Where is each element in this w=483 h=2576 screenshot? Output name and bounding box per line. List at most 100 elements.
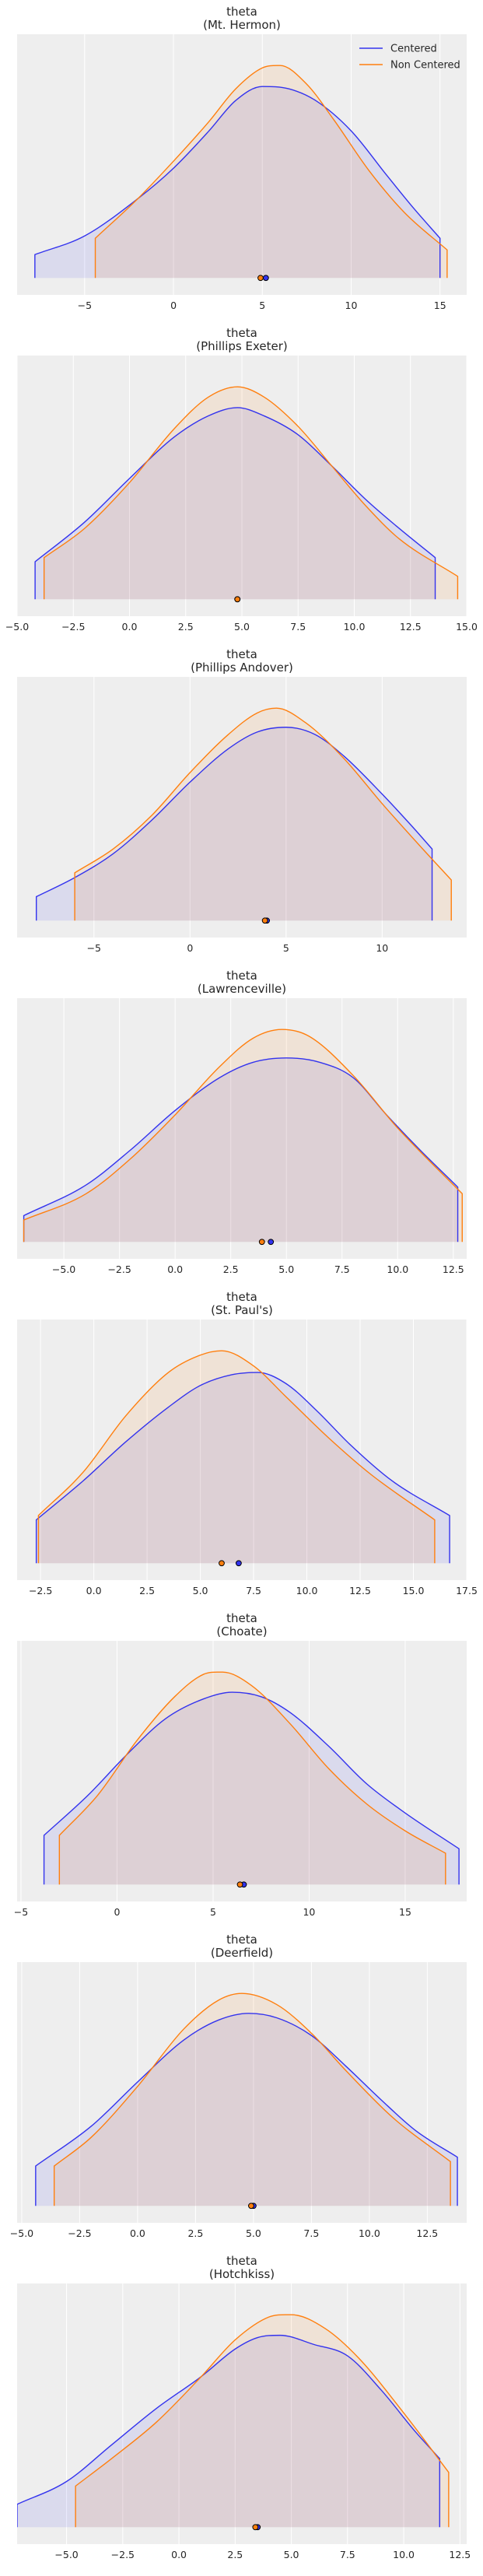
x-tick-label: 12.5 [400, 621, 422, 633]
centered-density-line [34, 407, 436, 600]
x-tick-label: 10.0 [387, 1263, 408, 1275]
density-group [36, 707, 452, 921]
legend: Centered Non Centered [359, 44, 460, 72]
panel-subtitle: (Hotchkiss) [209, 2267, 275, 2281]
centered-mean-marker [268, 1239, 275, 1246]
panel-title: theta [226, 969, 257, 983]
plot-area [17, 34, 467, 295]
x-tick-label: 10 [345, 300, 358, 311]
panel-6: theta(Choate) −5 0 5 10 15 [14, 1611, 467, 1918]
non-centered-density-line [94, 65, 448, 279]
density-group [43, 1671, 460, 1885]
panel-title: theta [226, 2254, 257, 2268]
non-centered-density-fill [38, 1351, 435, 1564]
x-tick-label: −5 [87, 942, 101, 954]
x-tick-label: 7.5 [334, 1263, 350, 1275]
x-tick-label: 0 [114, 1906, 120, 1918]
x-tick-label: −5.0 [5, 621, 29, 633]
panel-title: theta [226, 1290, 257, 1304]
x-tick-label: 7.5 [246, 1585, 261, 1596]
density-group [34, 65, 448, 279]
panel-subtitle: (Mt. Hermon) [203, 18, 281, 32]
x-tick-label: −2.5 [107, 1263, 131, 1275]
panel-title: theta [226, 5, 257, 19]
centered-density-fill [17, 2335, 440, 2528]
density-group [35, 1350, 450, 1564]
panel-title: theta [226, 647, 257, 661]
x-tick-label: −5 [78, 300, 92, 311]
plot-area [17, 2283, 467, 2544]
x-tick-label: 0.0 [86, 1585, 102, 1596]
non-centered-mean-marker [257, 275, 264, 282]
x-tick-label: 15 [434, 300, 446, 311]
panel-2: theta(Phillips Exeter) −5.0 −2.5 0.0 2.5 5.0 7… [5, 326, 478, 633]
panel-subtitle: (St. Paul's) [211, 1303, 273, 1317]
x-tick-label: 0.0 [122, 621, 138, 633]
panel-subtitle: (Lawrenceville) [198, 982, 286, 996]
plot-area [17, 1962, 467, 2223]
non-centered-mean-marker [219, 1560, 225, 1567]
x-tick-label: −5 [14, 1906, 28, 1918]
panel-subtitle: (Deerfield) [211, 1946, 273, 1960]
centered-mean-marker [235, 1560, 242, 1567]
non-centered-density-line [74, 707, 452, 921]
legend-label-centered: Centered [390, 44, 437, 55]
panel-title: theta [226, 326, 257, 340]
non-centered-density-line [58, 1671, 446, 1885]
x-tick-label: −2.5 [29, 1585, 52, 1596]
non-centered-mean-marker [236, 1881, 243, 1888]
panel-1: theta(Mt. Hermon) −5 0 5 10 15 Centered Non Cen… [17, 5, 467, 311]
x-tick-label: 0 [187, 942, 193, 954]
x-tick-label: 15.0 [456, 621, 478, 633]
x-tick-label: 10.0 [393, 2549, 415, 2560]
panel-5: theta(St. Paul's) −2.5 0.0 2.5 5.0 7.5 10.0 12.… [17, 1290, 478, 1596]
non-centered-density-fill [75, 2315, 449, 2528]
x-tick-label: 5.0 [246, 2227, 261, 2239]
centered-density-fill [36, 727, 432, 921]
panel-4: theta(Lawrenceville) −5.0 −2.5 0.0 2.5 5.0 7.5… [17, 969, 467, 1275]
non-centered-mean-marker [248, 2203, 254, 2210]
panel-subtitle: (Phillips Exeter) [196, 339, 287, 353]
x-tick-label: 2.5 [187, 2227, 203, 2239]
x-tick-label: 0.0 [130, 2227, 145, 2239]
x-tick-label: 15.0 [403, 1585, 425, 1596]
centered-density-line [17, 2334, 441, 2528]
x-tick-label: 12.5 [416, 2227, 438, 2239]
non-centered-mean-marker [252, 2524, 259, 2531]
x-tick-label: 0 [170, 300, 177, 311]
panel-title: theta [226, 1611, 257, 1625]
non-centered-density-line [23, 1029, 463, 1242]
x-tick-label: 10 [376, 942, 388, 954]
non-centered-density-line [37, 1350, 436, 1564]
x-tick-label: 12.5 [349, 1585, 371, 1596]
panel-8: theta(Hotchkiss) −5.0 −2.5 0.0 2.5 5.0 7.5 10.0… [17, 2254, 471, 2560]
x-tick-label: 0.0 [167, 1263, 183, 1275]
non-centered-density-fill [44, 387, 458, 600]
x-tick-label: 5.0 [234, 621, 250, 633]
centered-density-line [34, 86, 441, 279]
x-tick-label: 2.5 [178, 621, 194, 633]
panel-title: theta [226, 1933, 257, 1947]
panel-3: theta(Phillips Andover) −5 0 5 10 [17, 647, 467, 954]
x-tick-label: 10.0 [344, 621, 366, 633]
panel-subtitle: (Choate) [216, 1624, 267, 1638]
x-tick-label: −5.0 [54, 2549, 78, 2560]
non-centered-density-fill [54, 1993, 451, 2206]
density-group [34, 386, 459, 600]
x-tick-label: 15 [399, 1906, 411, 1918]
legend-label-non-centered: Non Centered [390, 60, 460, 72]
centered-density-fill [23, 1057, 458, 1242]
density-group [35, 1992, 458, 2206]
x-tick-label: 2.5 [139, 1585, 155, 1596]
non-centered-density-fill [59, 1672, 446, 1885]
non-centered-density-line [75, 2314, 450, 2528]
x-tick-label: 10.0 [359, 2227, 380, 2239]
non-centered-mean-marker [261, 917, 268, 924]
x-tick-label: 7.5 [303, 2227, 319, 2239]
centered-density-fill [35, 2013, 458, 2206]
x-tick-label: −2.5 [111, 2549, 135, 2560]
x-tick-label: −5.0 [52, 1263, 75, 1275]
density-group [23, 1029, 463, 1242]
x-tick-label: −5.0 [10, 2227, 33, 2239]
non-centered-density-fill [75, 708, 452, 921]
